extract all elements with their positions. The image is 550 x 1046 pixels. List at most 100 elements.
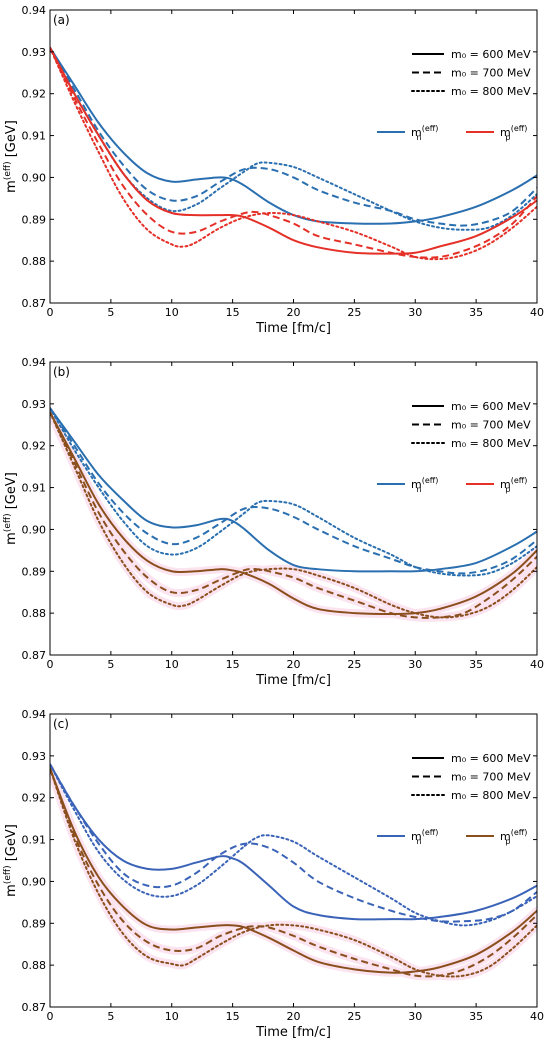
y-tick-label: 0.90 [22, 875, 47, 888]
legend-species-label-n: m(eff) n [411, 476, 438, 494]
series-line-proton-600 [50, 411, 537, 615]
series-line-neutron-800 [50, 407, 537, 577]
series-line-proton-700 [50, 47, 537, 259]
legend-species-label-p: m(eff) p [500, 476, 527, 494]
panel-label: (c) [53, 717, 69, 731]
legend-species-label-n: m(eff) n [411, 828, 438, 846]
y-tick-label: 0.93 [22, 398, 47, 411]
panel-label: (a) [53, 13, 70, 27]
y-tick-label: 0.89 [22, 917, 47, 930]
legend-species-label-p: m(eff) p [500, 124, 527, 142]
y-tick-label: 0.88 [22, 255, 47, 268]
series-group [50, 407, 537, 622]
y-tick-label: 0.92 [22, 440, 47, 453]
legend-label-m0: m₀ = 600 MeV [451, 48, 531, 61]
legend-label-m0: m₀ = 700 MeV [451, 67, 531, 80]
series-line-neutron-600 [50, 763, 537, 921]
x-tick-label: 0 [47, 658, 54, 671]
x-tick-label: 20 [287, 1010, 301, 1023]
x-tick-label: 20 [287, 306, 301, 319]
series-line-proton-800 [50, 46, 537, 261]
legend-species-base: m [500, 478, 511, 491]
y-tick-label: 0.94 [22, 708, 47, 721]
legend-label-m0: m₀ = 600 MeV [451, 752, 531, 765]
x-tick-label: 15 [226, 306, 240, 319]
chart-panel: 0 5 10 15 20 25 30 35 40 0.87 0.88 0.89 0.90 0.91 0.92… [3, 356, 544, 688]
series-group [50, 46, 537, 261]
series-line-proton-700 [50, 768, 537, 978]
legend-label-m0: m₀ = 800 MeV [451, 789, 531, 802]
legend-species-sub: p [505, 485, 510, 494]
y-tick-label: 0.91 [22, 482, 47, 495]
y-tick-label: 0.94 [22, 356, 47, 369]
y-axis-label-sup: (eff) [3, 865, 13, 884]
y-axis-label-sup: (eff) [3, 161, 13, 180]
x-tick-label: 10 [165, 658, 179, 671]
x-tick-label: 5 [107, 658, 114, 671]
y-tick-label: 0.89 [22, 213, 47, 226]
y-tick-label: 0.87 [22, 1001, 47, 1014]
y-axis-label-base: m [4, 180, 19, 193]
y-tick-label: 0.93 [22, 46, 47, 59]
legend-label-m0: m₀ = 800 MeV [451, 437, 531, 450]
x-tick-label: 0 [47, 1010, 54, 1023]
x-tick-label: 35 [469, 658, 483, 671]
x-tick-label: 15 [226, 1010, 240, 1023]
legend-species-label-n: m(eff) n [411, 124, 438, 142]
y-tick-label: 0.91 [22, 130, 47, 143]
y-tick-label: 0.92 [22, 792, 47, 805]
legend-species-base: m [500, 830, 511, 843]
x-tick-label: 25 [347, 306, 361, 319]
x-axis-label: Time [fm/c] [255, 673, 331, 688]
legend-label-m0: m₀ = 700 MeV [451, 419, 531, 432]
y-axis-label-unit: [GeV] [4, 472, 19, 513]
legend-species-sup: (eff) [511, 828, 528, 837]
y-tick-label: 0.93 [22, 750, 47, 763]
legend-species-sup: (eff) [422, 476, 439, 485]
y-axis-label-unit: [GeV] [4, 824, 19, 865]
y-axis-label-sup: (eff) [3, 513, 13, 532]
series-line-proton-800 [50, 767, 537, 978]
series-line-neutron-700 [50, 407, 537, 575]
x-tick-label: 35 [469, 1010, 483, 1023]
chart-panel: 0 5 10 15 20 25 30 35 40 0.87 0.88 0.89 0.90 0.91 0.92… [3, 4, 544, 336]
series-group [50, 763, 537, 981]
legend-species-sub: p [505, 837, 510, 846]
x-tick-label: 40 [530, 306, 544, 319]
y-tick-label: 0.87 [22, 297, 47, 310]
x-tick-label: 40 [530, 658, 544, 671]
series-line-neutron-700 [50, 47, 537, 227]
x-tick-label: 40 [530, 1010, 544, 1023]
series-line-neutron-600 [50, 407, 537, 573]
y-axis-label: m(eff) [GeV] [3, 472, 19, 545]
y-axis-label-unit: [GeV] [4, 120, 19, 161]
series-line-proton-600 [50, 47, 537, 255]
series-line-proton-700 [50, 411, 537, 619]
legend-species-base: m [411, 830, 422, 843]
x-axis-label: Time [fm/c] [255, 1025, 331, 1040]
series-line-neutron-800 [50, 763, 537, 927]
legend-species-label-p: m(eff) p [500, 828, 527, 846]
series-line-proton-600 [50, 768, 537, 974]
series-line-proton-800 [50, 411, 537, 619]
y-tick-label: 0.88 [22, 607, 47, 620]
y-axis-label-base: m [4, 884, 19, 897]
y-axis-label: m(eff) [GeV] [3, 824, 19, 897]
legend-species-base: m [411, 478, 422, 491]
legend-species-sup: (eff) [511, 124, 528, 133]
x-tick-label: 25 [347, 1010, 361, 1023]
y-axis-label: m(eff) [GeV] [3, 120, 19, 193]
x-tick-label: 10 [165, 1010, 179, 1023]
series-line-neutron-700 [50, 763, 537, 923]
plot-background [50, 714, 537, 1007]
y-tick-label: 0.90 [22, 523, 47, 536]
legend-species-sub: n [416, 133, 421, 142]
y-tick-label: 0.91 [22, 834, 47, 847]
x-tick-label: 30 [408, 1010, 422, 1023]
x-tick-label: 35 [469, 306, 483, 319]
legend-label-m0: m₀ = 700 MeV [451, 771, 531, 784]
legend-species-base: m [411, 126, 422, 139]
legend-species-sub: n [416, 837, 421, 846]
legend-species-base: m [500, 126, 511, 139]
